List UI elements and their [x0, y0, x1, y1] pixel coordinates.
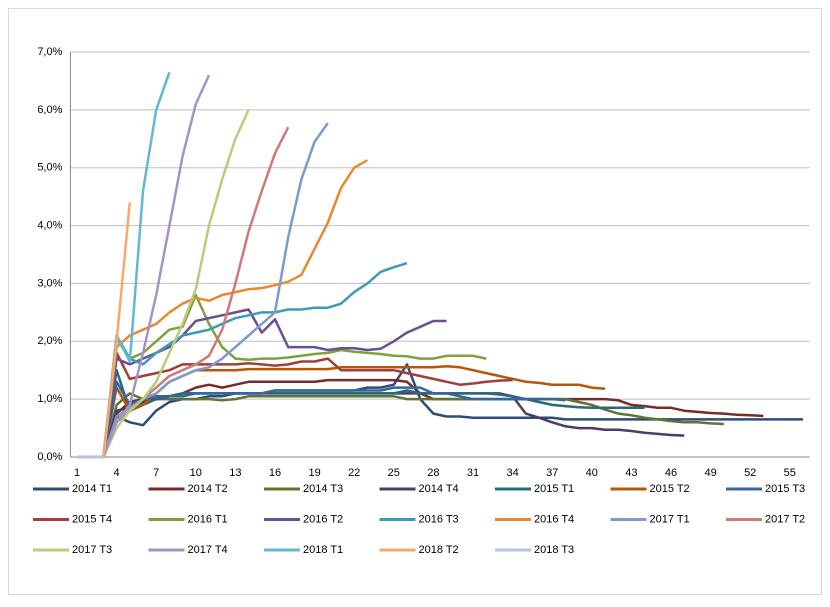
y-tick-label: 3,0% [37, 277, 62, 289]
legend-label: 2014 T1 [72, 483, 112, 495]
y-tick-label: 2,0% [37, 335, 62, 347]
legend-label: 2016 T2 [303, 513, 343, 525]
x-tick-label: 4 [114, 467, 120, 479]
legend-label: 2018 T3 [534, 544, 574, 556]
series-line [77, 262, 408, 459]
legend-label: 2016 T3 [419, 513, 459, 525]
x-tick-label: 16 [269, 467, 281, 479]
series-line [77, 159, 369, 459]
y-tick-label: 7,0% [37, 46, 62, 58]
x-tick-label: 55 [784, 467, 796, 479]
x-tick-label: 25 [388, 467, 400, 479]
legend-label: 2016 T4 [534, 513, 574, 525]
legend-label: 2015 T3 [765, 483, 805, 495]
legend-label: 2014 T4 [419, 483, 459, 495]
legend-label: 2017 T1 [650, 513, 690, 525]
legend-label: 2015 T4 [72, 513, 112, 525]
legend-label: 2014 T3 [303, 483, 343, 495]
x-tick-label: 10 [190, 467, 202, 479]
legend-label: 2014 T2 [188, 483, 228, 495]
legend-label: 2015 T1 [534, 483, 574, 495]
x-tick-label: 19 [308, 467, 320, 479]
legend-label: 2016 T1 [188, 513, 228, 525]
series-line [77, 122, 329, 459]
x-tick-label: 31 [467, 467, 479, 479]
y-tick-label: 1,0% [37, 393, 62, 405]
legend-label: 2015 T2 [650, 483, 690, 495]
x-tick-label: 46 [665, 467, 677, 479]
series-line [77, 293, 487, 459]
legend-label: 2018 T1 [303, 544, 343, 556]
x-tick-label: 34 [506, 467, 518, 479]
x-tick-label: 22 [348, 467, 360, 479]
chart-frame [8, 8, 822, 595]
legend-label: 2018 T2 [419, 544, 459, 556]
y-tick-label: 5,0% [37, 162, 62, 174]
x-tick-label: 43 [625, 467, 637, 479]
x-tick-label: 37 [546, 467, 558, 479]
y-tick-label: 6,0% [37, 104, 62, 116]
y-tick-label: 4,0% [37, 219, 62, 231]
legend-label: 2017 T4 [188, 544, 228, 556]
series-line [77, 380, 566, 459]
y-tick-label: 0,0% [37, 451, 62, 463]
x-tick-label: 13 [229, 467, 241, 479]
series-line [77, 351, 513, 459]
x-tick-label: 1 [74, 467, 80, 479]
series-line [77, 392, 724, 459]
x-tick-label: 49 [704, 467, 716, 479]
x-tick-label: 40 [586, 467, 598, 479]
x-tick-label: 52 [744, 467, 756, 479]
legend-label: 2017 T2 [765, 513, 805, 525]
x-tick-label: 7 [153, 467, 159, 479]
series-line [77, 308, 447, 459]
legend-label: 2017 T3 [72, 544, 112, 556]
x-tick-label: 28 [427, 467, 439, 479]
